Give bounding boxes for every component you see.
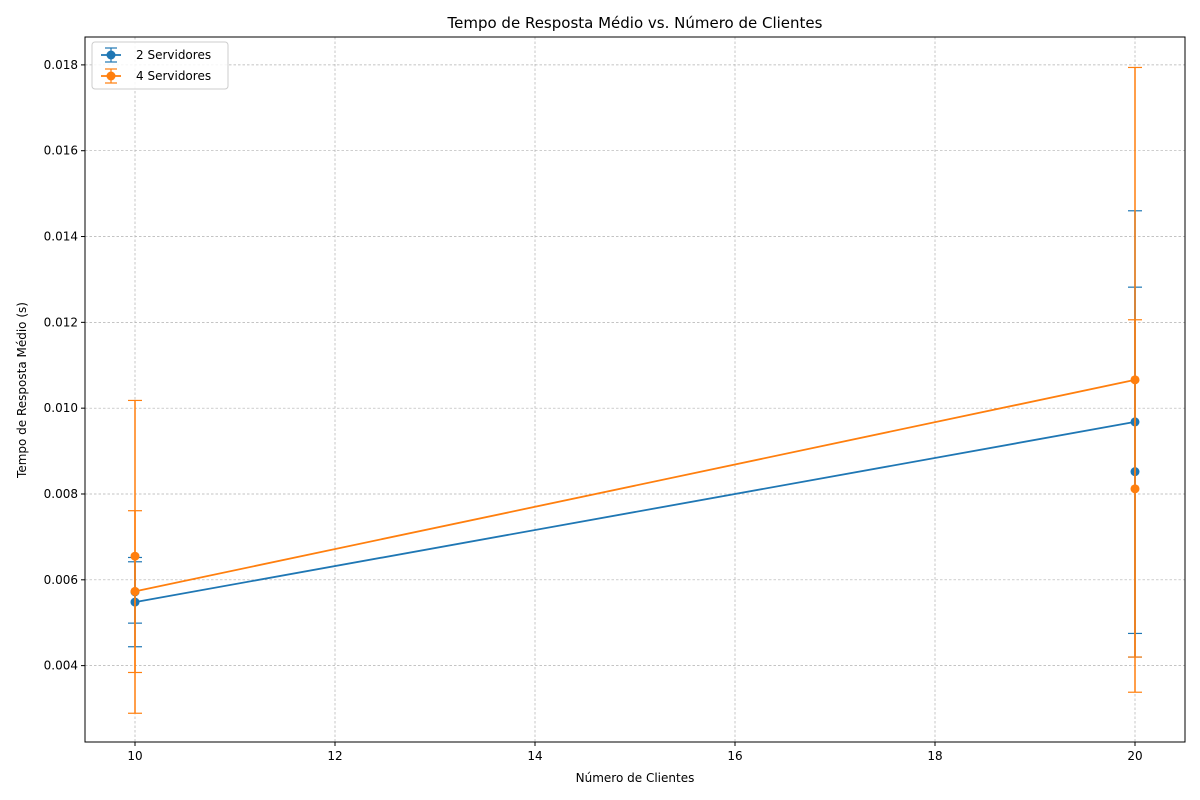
legend-item: 2 Servidores: [101, 47, 211, 63]
y-tick-label: 0.012: [44, 315, 78, 329]
data-point: [130, 551, 140, 561]
y-tick-label: 0.006: [44, 573, 78, 587]
x-axis-label: Número de Clientes: [576, 771, 695, 785]
y-tick-label: 0.016: [44, 144, 78, 158]
data-point: [130, 586, 140, 596]
x-tick-label: 14: [527, 749, 542, 763]
x-tick-label: 10: [127, 749, 142, 763]
grid: [85, 37, 1185, 742]
y-axis-label: Tempo de Resposta Médio (s): [15, 302, 29, 479]
y-tick-label: 0.004: [44, 659, 78, 673]
series-2: [128, 66, 1142, 714]
x-tick-label: 18: [927, 749, 942, 763]
legend-marker: [106, 50, 116, 60]
y-tick-label: 0.014: [44, 230, 78, 244]
x-tick-label: 12: [327, 749, 342, 763]
chart-title: Tempo de Resposta Médio vs. Número de Cl…: [447, 14, 823, 32]
legend-label: 2 Servidores: [136, 48, 211, 62]
series-layer: [128, 66, 1142, 714]
legend-frame: [91, 41, 229, 90]
legend-label: 4 Servidores: [136, 69, 211, 83]
data-point: [1130, 375, 1140, 385]
legend: 2 Servidores 4 Servidores: [91, 41, 229, 90]
x-tick-label: 20: [1127, 749, 1142, 763]
y-tick-label: 0.008: [44, 487, 78, 501]
x-tick-label: 16: [727, 749, 742, 763]
series-line: [134, 378, 1136, 593]
legend-marker: [106, 71, 116, 81]
y-tick-label: 0.010: [44, 401, 78, 415]
data-point: [1130, 484, 1140, 494]
ticks: 10 12 14 16 18 20 0.004 0.006 0.008 0.010 0.012 0.0…: [44, 58, 1143, 763]
y-tick-label: 0.018: [44, 58, 78, 72]
series-line: [134, 421, 1136, 604]
plot-frame: [84, 36, 1186, 743]
legend-item: 4 Servidores: [101, 68, 211, 84]
